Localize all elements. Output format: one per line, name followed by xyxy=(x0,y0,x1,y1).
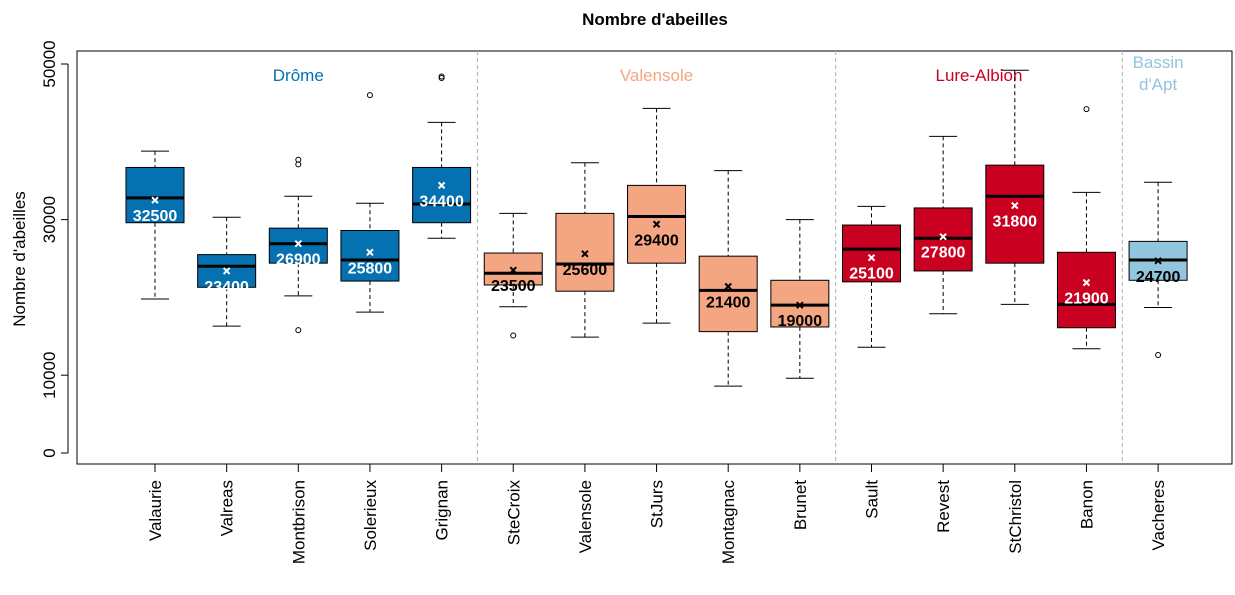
x-tick-label: Montbrison xyxy=(289,480,308,564)
iqr-box xyxy=(842,224,901,283)
mean-label: 21900 xyxy=(1064,291,1109,308)
iqr-box xyxy=(412,166,472,224)
box-banon: 21900 xyxy=(1056,106,1116,350)
x-tick-label: Valaurie xyxy=(146,480,165,541)
mean-label: 32500 xyxy=(133,208,178,225)
group-label: Valensole xyxy=(620,66,693,85)
mean-marker xyxy=(796,301,804,309)
mean-label: 25800 xyxy=(348,260,393,277)
box-montagnac: 21400 xyxy=(698,170,758,387)
mean-label: 23400 xyxy=(204,279,249,296)
box-stecroix: 23500 xyxy=(483,212,543,339)
x-tick-label: Revest xyxy=(934,480,953,533)
x-axis-labels: Valaurie Valreas Montbrison Solerieux Grigna… xyxy=(146,463,1168,565)
iqr-box xyxy=(985,164,1045,264)
box-grignan: 34400 xyxy=(412,73,472,239)
x-tick-label: StJurs xyxy=(648,480,667,528)
group-label: Lure-Albion xyxy=(935,66,1022,85)
x-tick-label: SteCroix xyxy=(504,480,523,546)
x-tick-label: Grignan xyxy=(433,480,452,540)
mean-label: 31800 xyxy=(993,214,1038,231)
y-axis: 0 10000 30000 50000 xyxy=(40,40,69,458)
mean-label: 24700 xyxy=(1136,269,1181,286)
mean-marker xyxy=(366,248,374,256)
box-vacheres: 24700 xyxy=(1128,181,1188,358)
iqr-box xyxy=(698,255,758,333)
iqr-box xyxy=(268,227,328,264)
outlier-point xyxy=(1083,106,1090,113)
x-tick-label: Sault xyxy=(863,480,882,519)
outlier-point xyxy=(510,332,517,339)
mean-marker xyxy=(1154,257,1162,265)
box-stchristol: 31800 xyxy=(985,69,1045,305)
iqr-box xyxy=(555,212,615,292)
y-axis-label: Nombre d'abeilles xyxy=(10,191,29,327)
mean-label: 34400 xyxy=(419,193,464,210)
box-valreas: 23400 xyxy=(197,216,257,327)
mean-marker xyxy=(222,267,231,275)
mean-label: 25100 xyxy=(849,266,894,283)
outlier-point xyxy=(366,92,373,99)
x-tick-label: Banon xyxy=(1077,480,1096,529)
y-tick-label: 0 xyxy=(40,448,59,457)
mean-label: 21400 xyxy=(706,295,751,312)
mean-marker xyxy=(724,282,732,291)
mean-label: 25600 xyxy=(563,262,608,279)
mean-marker xyxy=(939,233,947,241)
mean-marker xyxy=(652,220,661,228)
iqr-box xyxy=(770,279,830,328)
group-label: Drôme xyxy=(273,66,324,85)
y-tick-label: 50000 xyxy=(40,40,59,87)
y-tick-label: 30000 xyxy=(40,196,59,243)
y-tick-label: 10000 xyxy=(40,352,59,399)
box-sault: 25100 xyxy=(842,205,901,348)
outlier-point xyxy=(295,327,302,334)
mean-marker xyxy=(581,250,589,258)
mean-marker xyxy=(294,240,303,248)
iqr-box xyxy=(125,166,185,224)
box-valensole: 25600 xyxy=(555,162,615,338)
boxes: 32500 23400 26900 25800 34400 23500 25600 29400… xyxy=(125,69,1188,387)
mean-marker xyxy=(1011,201,1019,210)
box-montbrison: 26900 xyxy=(268,156,328,334)
mean-label: 27800 xyxy=(921,245,966,262)
mean-marker xyxy=(1082,278,1091,287)
mean-marker xyxy=(867,254,876,262)
mean-label: 29400 xyxy=(634,232,679,249)
mean-marker xyxy=(437,181,446,190)
outlier-point xyxy=(438,73,445,80)
x-tick-label: Vacheres xyxy=(1149,480,1168,551)
box-stjurs: 29400 xyxy=(627,107,687,324)
x-tick-label: Montagnac xyxy=(719,480,738,565)
x-tick-label: Valreas xyxy=(218,480,237,536)
box-revest: 27800 xyxy=(913,135,973,315)
group-separators xyxy=(476,51,1123,464)
mean-marker xyxy=(151,196,159,204)
group-labels: Drôme Valensole Lure-Albion Bassin d'Apt xyxy=(273,53,1184,94)
mean-label: 26900 xyxy=(276,252,321,269)
x-tick-label: Brunet xyxy=(791,480,810,530)
box-solerieux: 25800 xyxy=(340,92,400,313)
outlier-point xyxy=(1155,351,1162,358)
x-tick-label: Valensole xyxy=(576,480,595,553)
iqr-box xyxy=(340,229,400,282)
outlier-point xyxy=(295,156,302,163)
x-tick-label: StChristol xyxy=(1006,480,1025,554)
chart-title: Nombre d'abeilles xyxy=(582,10,728,29)
x-tick-label: Solerieux xyxy=(361,480,380,551)
mean-label: 19000 xyxy=(778,313,823,330)
mean-marker xyxy=(509,266,517,274)
box-brunet: 19000 xyxy=(770,219,830,379)
group-label: Bassin d'Apt xyxy=(1133,53,1184,94)
mean-label: 23500 xyxy=(491,278,536,295)
box-valaurie: 32500 xyxy=(125,150,185,300)
iqr-box xyxy=(1056,251,1116,329)
